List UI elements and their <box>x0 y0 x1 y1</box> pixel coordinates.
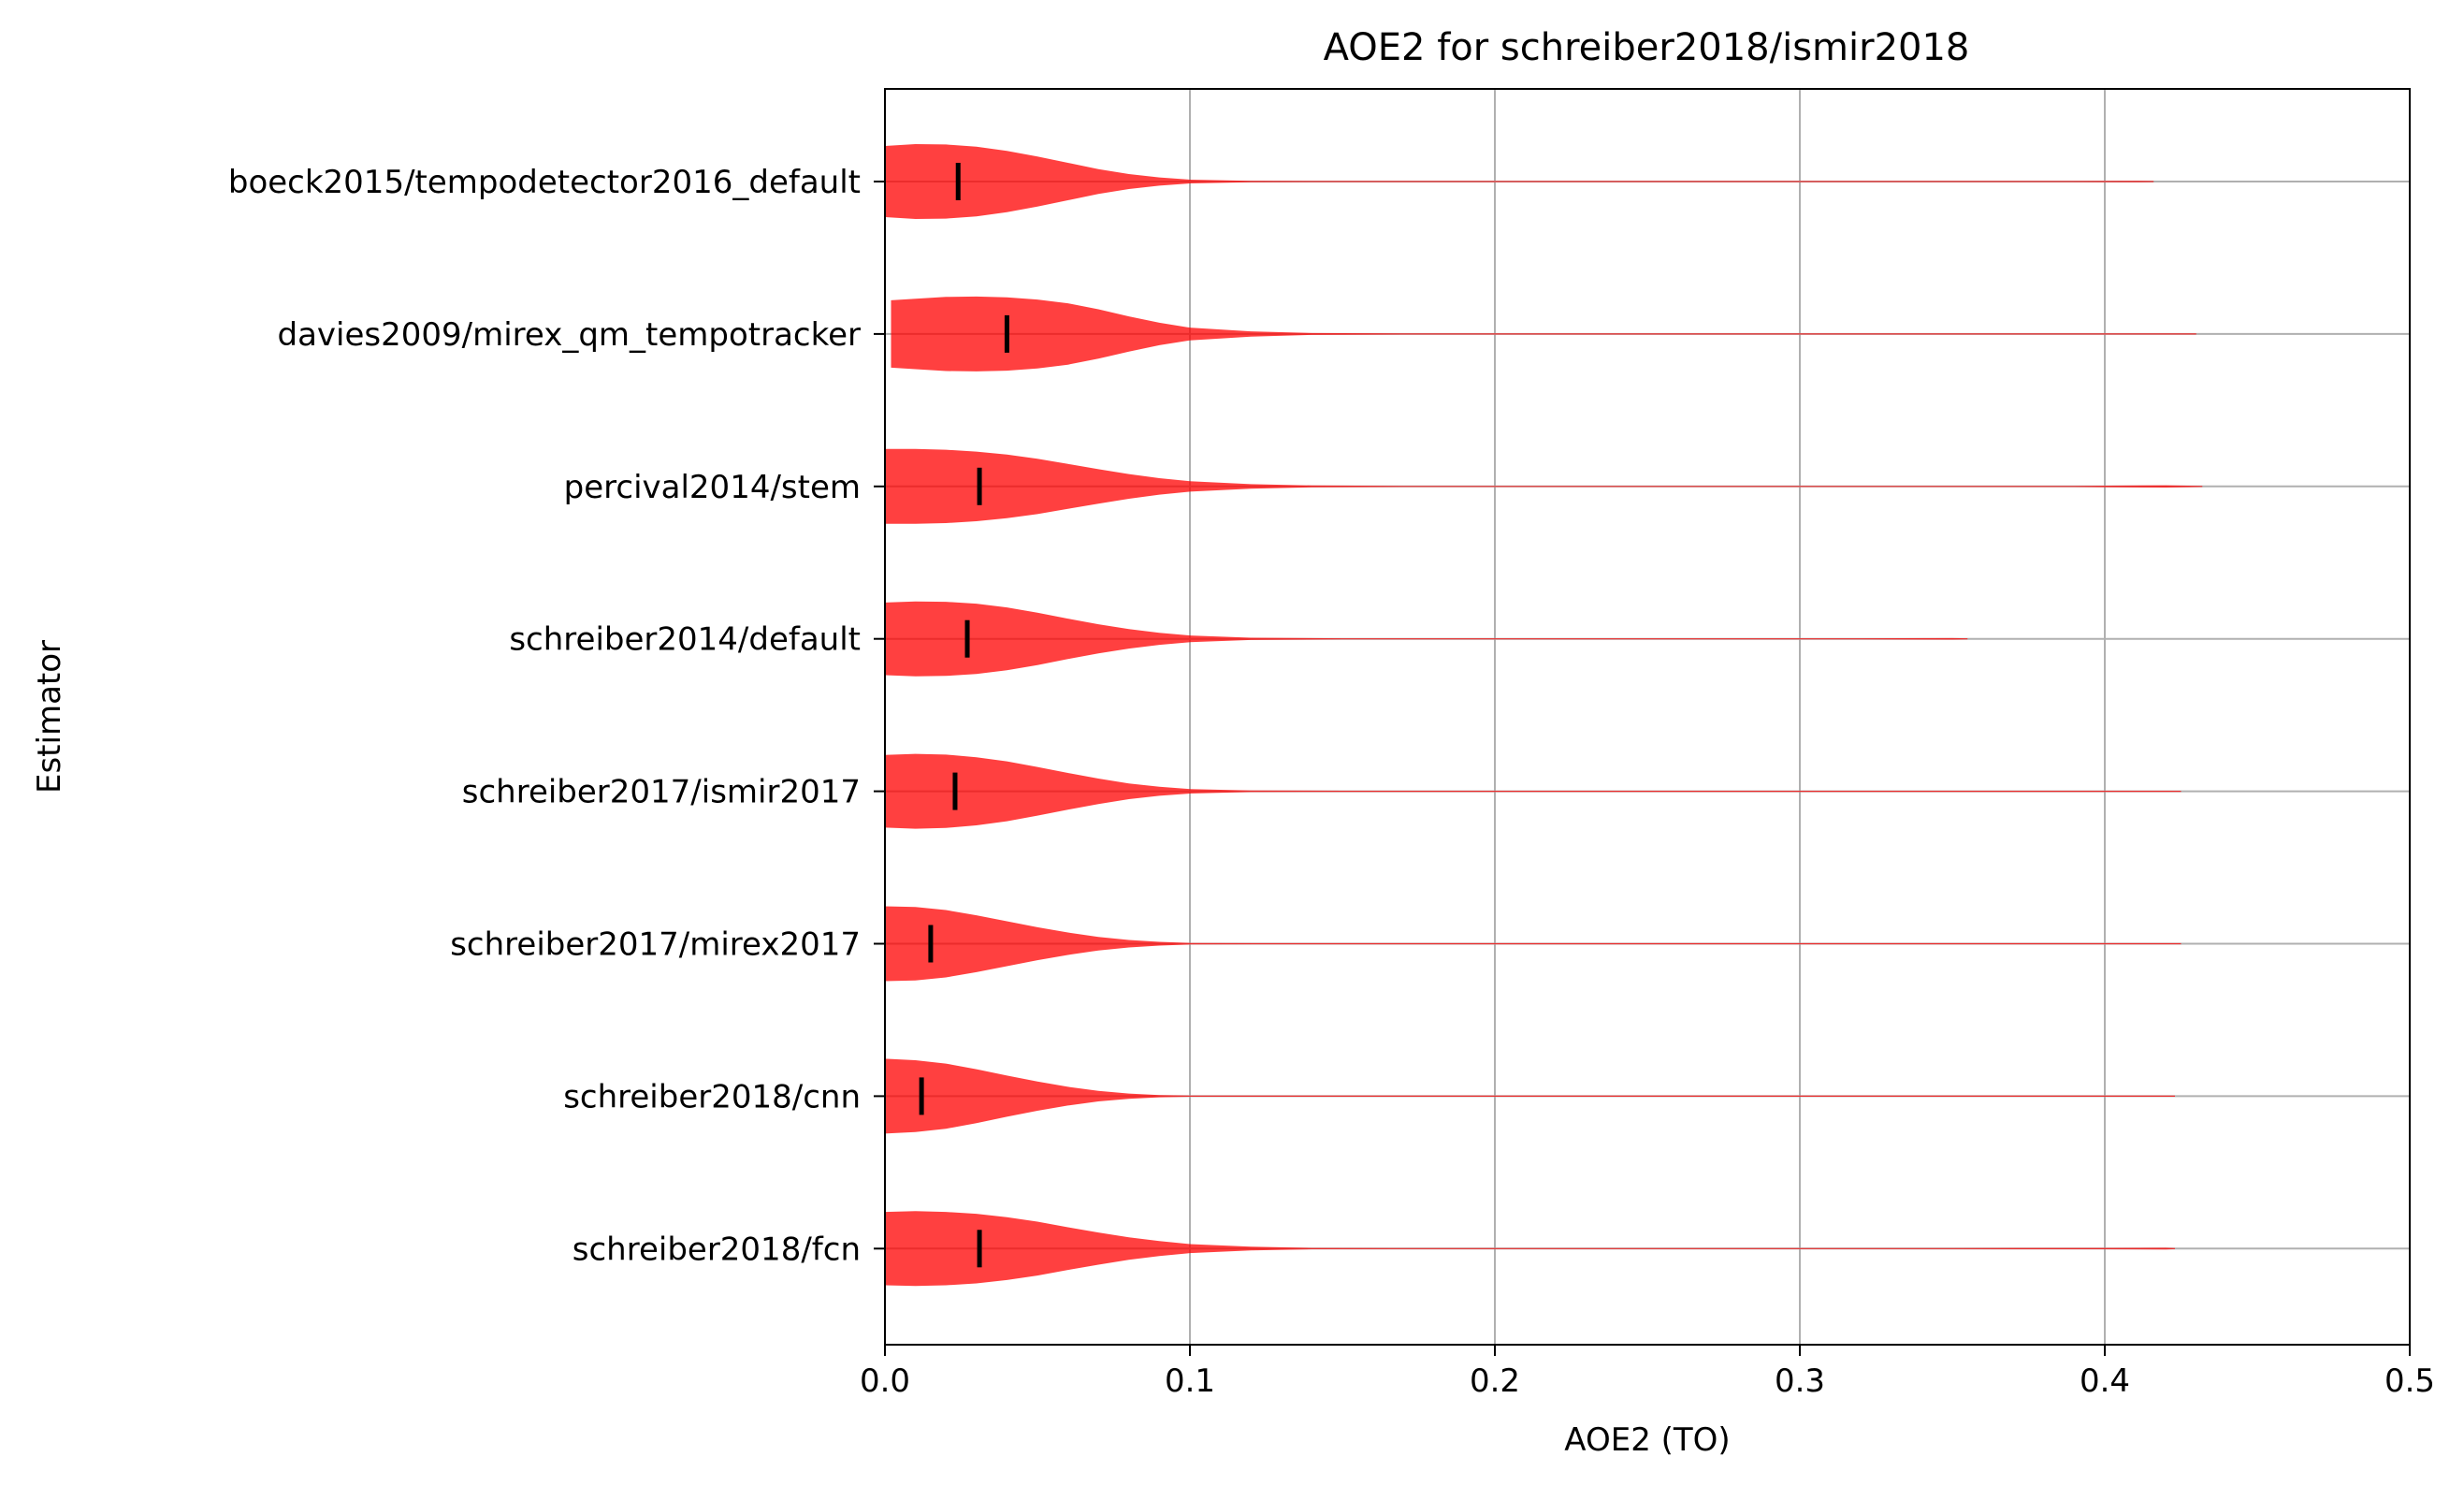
y-tick-label: davies2009/mirex_qm_tempotracker <box>277 316 861 354</box>
x-tick-label: 0.2 <box>1470 1362 1520 1400</box>
violin-series <box>885 144 2203 1287</box>
violin-body <box>885 601 1968 677</box>
y-tick-label: percival2014/stem <box>564 469 861 506</box>
y-tick-label: schreiber2014/default <box>509 621 861 659</box>
x-tick-label: 0.3 <box>1775 1362 1825 1400</box>
chart-title: AOE2 for schreiber2018/ismir2018 <box>1324 26 1970 69</box>
y-tick-label: schreiber2018/fcn <box>573 1231 861 1268</box>
x-axis-label: AOE2 (TO) <box>1564 1421 1730 1459</box>
x-tick-label: 0.4 <box>2080 1362 2130 1400</box>
x-tick-label: 0.5 <box>2384 1362 2435 1400</box>
x-tick-label: 0.0 <box>860 1362 910 1400</box>
x-tick-label: 0.1 <box>1165 1362 1215 1400</box>
x-axis-ticks: 0.0 0.1 0.2 0.3 0.4 0.5 <box>860 1345 2435 1400</box>
y-tick-label: schreiber2018/cnn <box>563 1078 861 1115</box>
violin-body <box>885 448 2203 524</box>
violin-body <box>885 1211 2175 1287</box>
violin-body <box>885 144 2154 219</box>
y-axis-ticks: boeck2015/tempodetector2016_defaultdavie… <box>228 164 885 1268</box>
y-tick-label: boeck2015/tempodetector2016_default <box>228 164 861 201</box>
median-markers <box>919 163 1009 1268</box>
violin-body <box>885 1058 2175 1134</box>
violin-body <box>885 753 2181 829</box>
violin-body <box>891 296 2196 372</box>
y-tick-label: schreiber2017/mirex2017 <box>450 926 861 964</box>
plot-frame <box>884 88 2411 1346</box>
violin-body <box>885 906 2181 982</box>
y-axis-label: Estimator <box>31 640 68 794</box>
y-tick-label: schreiber2017/ismir2017 <box>462 774 861 811</box>
